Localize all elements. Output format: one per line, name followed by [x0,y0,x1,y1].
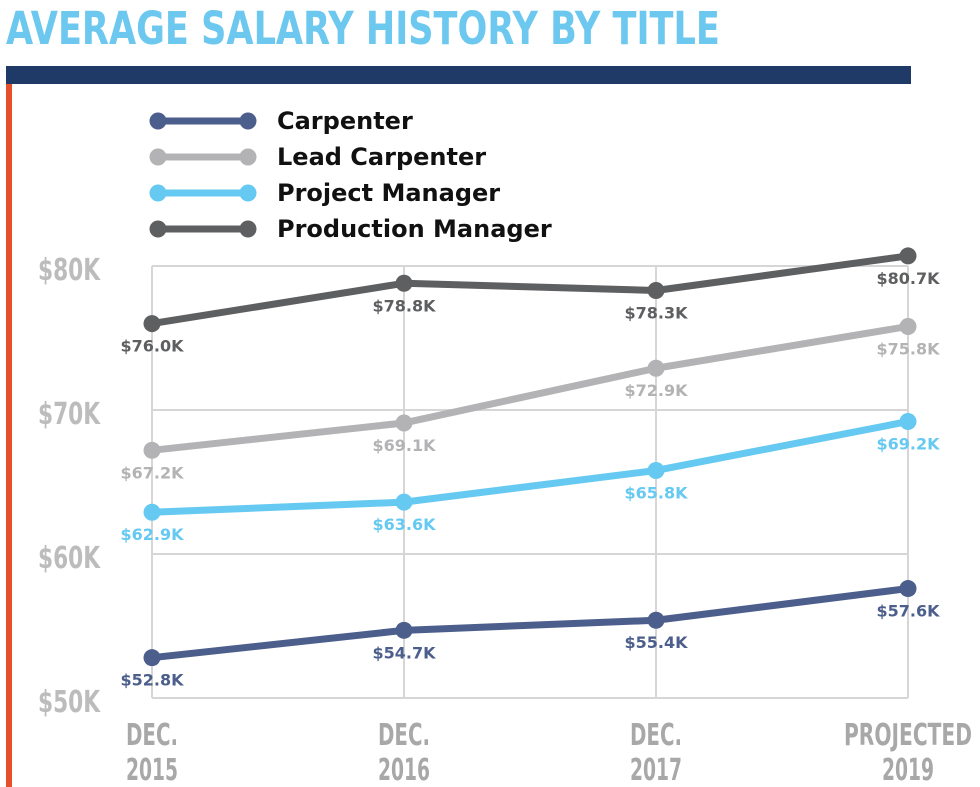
data-label: $76.0K [120,337,184,356]
data-point [143,649,161,667]
data-label: $75.8K [876,339,940,358]
y-tick-label: $70K [38,397,101,432]
data-point [395,493,413,511]
chart-title: AVERAGE SALARY HISTORY BY TITLE [6,2,720,55]
x-tick-label: 2016 [378,753,430,787]
series-lines [143,247,917,667]
data-label: $62.9K [120,525,184,544]
legend-label: Production Manager [277,215,552,243]
data-point [899,317,917,335]
legend-swatch-dot [149,220,167,238]
series-line-carpenter [148,585,912,662]
grid-lines [151,265,909,699]
x-tick-label: 2019 [882,753,934,787]
data-label: $69.1K [372,436,436,455]
legend-swatch-dot [239,220,257,238]
legend-swatch-dot [149,112,167,130]
series-line-lead-carpenter [148,322,912,454]
x-tick-label: DEC. [630,718,682,753]
legend: Carpenter Lead Carpenter Project Manager Pr… [149,107,552,243]
series-line-project-manager [148,418,912,516]
data-point [647,359,665,377]
left-accent-rule [6,84,12,787]
title-underline-bar [6,66,911,84]
data-point [647,461,665,479]
data-label: $55.4K [624,633,688,652]
data-point [647,611,665,629]
data-point [395,274,413,292]
data-label: $78.8K [372,296,436,315]
data-label: $80.7K [876,269,940,288]
data-label: $78.3K [624,303,688,322]
legend-swatch-dot [239,184,257,202]
x-tick-label: PROJECTED [844,718,972,753]
data-point [899,413,917,431]
legend-swatch-dot [149,184,167,202]
legend-swatch-dot [239,148,257,166]
data-point [647,281,665,299]
data-label: $69.2K [876,435,940,454]
y-tick-label: $60K [38,541,101,576]
x-tick-label: 2017 [630,753,682,787]
data-label: $67.2K [120,463,184,482]
data-point [899,247,917,265]
series-line-production-manager [148,252,912,328]
y-tick-label: $80K [38,253,101,288]
data-point [395,621,413,639]
data-labels: $52.8K $54.7K $55.4K $57.6K $67.2K $69.1K $72.… [120,269,940,690]
x-tick-label: 2015 [126,753,178,787]
data-point [395,414,413,432]
y-axis-ticks: $80K $70K $60K $50K [38,253,101,720]
data-label: $72.9K [624,381,688,400]
legend-swatch-dot [239,112,257,130]
x-tick-label: DEC. [378,718,430,753]
y-tick-label: $50K [38,685,101,720]
data-label: $54.7K [372,643,436,662]
legend-label: Carpenter [277,107,413,135]
x-tick-label: DEC. [126,718,178,753]
legend-label: Lead Carpenter [277,143,486,171]
legend-swatch-dot [149,148,167,166]
data-label: $65.8K [624,483,688,502]
data-label: $63.6K [372,515,436,534]
data-point [143,315,161,333]
legend-label: Project Manager [277,179,500,207]
data-point [143,441,161,459]
data-label: $52.8K [120,671,184,690]
data-point [143,503,161,521]
data-point [899,580,917,598]
data-label: $57.6K [876,602,940,621]
